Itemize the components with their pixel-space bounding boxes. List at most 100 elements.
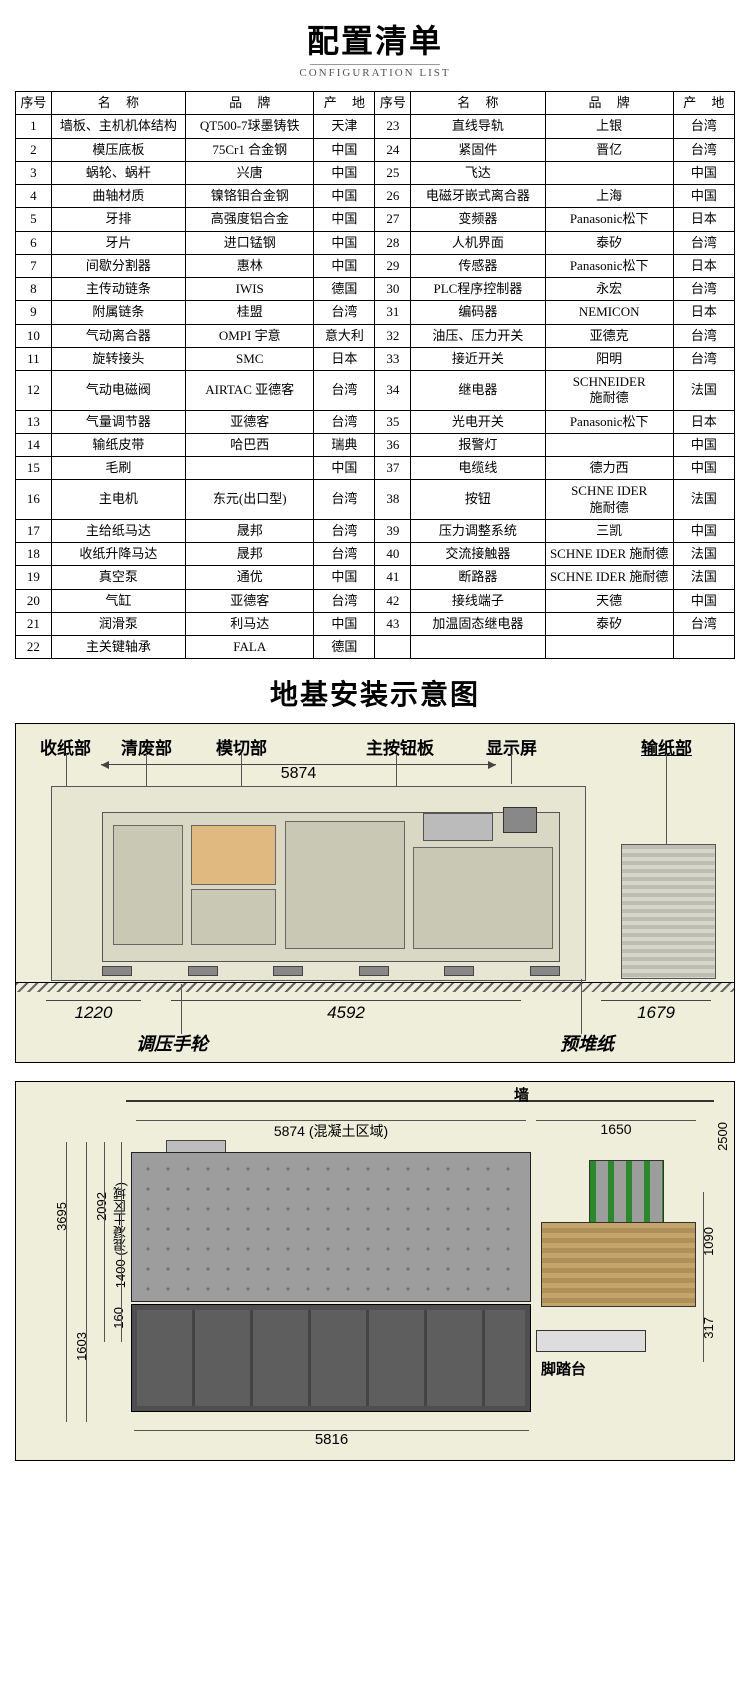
- table-cell: 18: [16, 543, 52, 566]
- table-cell: 日本: [673, 410, 734, 433]
- th-seq: 序号: [375, 92, 411, 115]
- table-cell: 报警灯: [411, 433, 545, 456]
- table-cell: 亚德客: [186, 410, 314, 433]
- table-cell: 6: [16, 231, 52, 254]
- table-cell: 23: [375, 115, 411, 138]
- table-cell: 人机界面: [411, 231, 545, 254]
- table-cell: 中国: [314, 612, 375, 635]
- table-cell: 镍铬钼合金钢: [186, 185, 314, 208]
- table-cell: 法国: [673, 371, 734, 411]
- dim-line: [66, 1142, 67, 1422]
- table-cell: 台湾: [673, 612, 734, 635]
- table-cell: 惠林: [186, 254, 314, 277]
- table-cell: 38: [375, 480, 411, 520]
- machine-plan-upper: [131, 1152, 531, 1302]
- table-cell: 泰矽: [545, 231, 673, 254]
- table-cell: 真空泵: [51, 566, 185, 589]
- table-cell: 台湾: [314, 543, 375, 566]
- table-row: 21润滑泵利马达中国43加温固态继电器泰矽台湾: [16, 612, 735, 635]
- table-cell: 19: [16, 566, 52, 589]
- table-cell: 14: [16, 433, 52, 456]
- table-cell: 断路器: [411, 566, 545, 589]
- table-cell: [545, 161, 673, 184]
- dim-top-2: 1650: [536, 1120, 696, 1137]
- table-cell: Panasonic松下: [545, 410, 673, 433]
- display-screen: [503, 807, 537, 833]
- table-cell: 2: [16, 138, 52, 161]
- table-cell: 模压底板: [51, 138, 185, 161]
- table-cell: 润滑泵: [51, 612, 185, 635]
- table-cell: 日本: [673, 254, 734, 277]
- table-cell: 中国: [314, 231, 375, 254]
- table-cell: 接线端子: [411, 589, 545, 612]
- dim-top: 5874: [101, 764, 496, 783]
- table-cell: [186, 457, 314, 480]
- table-cell: 33: [375, 347, 411, 370]
- table-row: 10气动离合器OMPI 宇意意大利32油压、压力开关亚德克台湾: [16, 324, 735, 347]
- table-cell: 间歇分割器: [51, 254, 185, 277]
- table-cell: 28: [375, 231, 411, 254]
- foundation-diagram-plan: 墙 5874 (混凝土区域) 1650 脚踏台 3695 1603 2092 1…: [15, 1081, 735, 1461]
- step-platform: [536, 1330, 646, 1352]
- table-cell: 进口锰钢: [186, 231, 314, 254]
- label-wall: 墙: [514, 1084, 529, 1105]
- table-cell: 上银: [545, 115, 673, 138]
- table-row: 11旋转接头SMC日本33接近开关阳明台湾: [16, 347, 735, 370]
- table-cell: 三凯: [545, 519, 673, 542]
- table-cell: 兴唐: [186, 161, 314, 184]
- table-cell: 电磁牙嵌式离合器: [411, 185, 545, 208]
- table-cell: 17: [16, 519, 52, 542]
- table-cell: 法国: [673, 480, 734, 520]
- table-cell: 输纸皮带: [51, 433, 185, 456]
- leader-line: [511, 754, 512, 784]
- table-cell: 10: [16, 324, 52, 347]
- table-row: 6牙片进口锰钢中国28人机界面泰矽台湾: [16, 231, 735, 254]
- table-cell: 德国: [314, 636, 375, 659]
- table-cell: 曲轴材质: [51, 185, 185, 208]
- table-cell: 13: [16, 410, 52, 433]
- dim-c: 1679: [601, 1000, 711, 1021]
- table-cell: 27: [375, 208, 411, 231]
- table-cell: 11: [16, 347, 52, 370]
- machine-body: [51, 786, 586, 981]
- table-cell: PLC程序控制器: [411, 278, 545, 301]
- table-cell: 25: [375, 161, 411, 184]
- label-handwheel: 调压手轮: [136, 1030, 208, 1056]
- th-brand: 品 牌: [545, 92, 673, 115]
- table-cell: 晋亿: [545, 138, 673, 161]
- table-cell: 瑞典: [314, 433, 375, 456]
- table-cell: 墙板、主机机体结构: [51, 115, 185, 138]
- table-cell: Panasonic松下: [545, 254, 673, 277]
- table-cell: 日本: [673, 301, 734, 324]
- table-cell: 通优: [186, 566, 314, 589]
- table-cell: 上海: [545, 185, 673, 208]
- table-cell: 传感器: [411, 254, 545, 277]
- leader-line: [666, 754, 667, 844]
- table-cell: 收纸升降马达: [51, 543, 185, 566]
- table-cell: SCHNE IDER 施耐德: [545, 566, 673, 589]
- table-cell: 直线导轨: [411, 115, 545, 138]
- table-cell: 75Cr1 合金钢: [186, 138, 314, 161]
- table-cell: 法国: [673, 566, 734, 589]
- table-cell: 加温固态继电器: [411, 612, 545, 635]
- wall-line: [126, 1100, 714, 1102]
- table-cell: 毛刷: [51, 457, 185, 480]
- table-cell: 台湾: [314, 301, 375, 324]
- table-cell: 按钮: [411, 480, 545, 520]
- table-row: 4曲轴材质镍铬钼合金钢中国26电磁牙嵌式离合器上海中国: [16, 185, 735, 208]
- table-cell: 35: [375, 410, 411, 433]
- table-cell: 德国: [314, 278, 375, 301]
- table-cell: 30: [375, 278, 411, 301]
- table-row: 3蜗轮、蜗杆兴唐中国25飞达中国: [16, 161, 735, 184]
- table-cell: 7: [16, 254, 52, 277]
- table-cell: 中国: [673, 433, 734, 456]
- dim-bottom: 5816: [134, 1430, 529, 1448]
- table-cell: OMPI 宇意: [186, 324, 314, 347]
- th-name: 名 称: [51, 92, 185, 115]
- dim-v-160: 160: [111, 1307, 126, 1329]
- leader-line: [181, 984, 182, 1034]
- table-cell: 中国: [314, 254, 375, 277]
- panel-delivery: [113, 825, 183, 945]
- table-cell: SMC: [186, 347, 314, 370]
- dim-line: [86, 1142, 87, 1422]
